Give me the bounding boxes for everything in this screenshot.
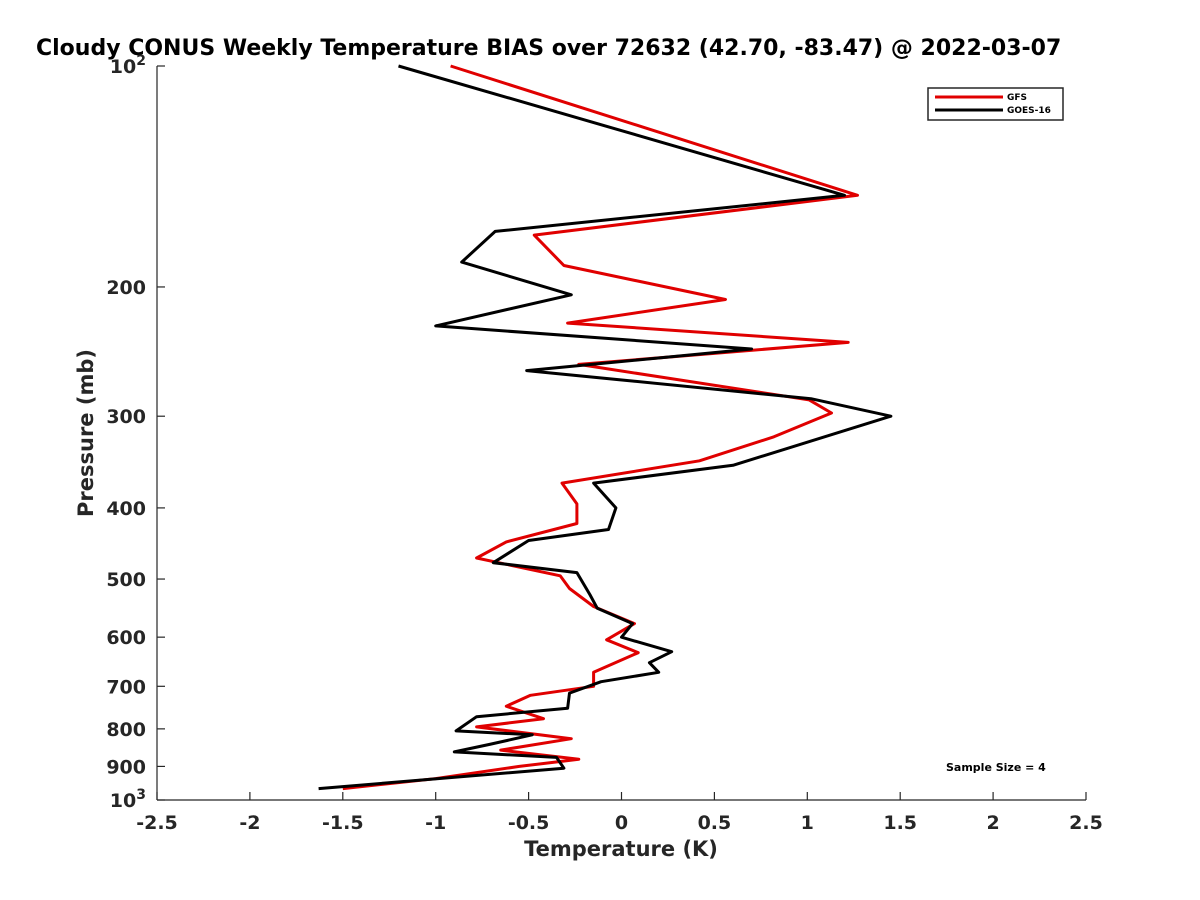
axes — [156, 66, 1086, 801]
legend-box — [927, 87, 1064, 121]
y-tick-label: 700 — [106, 676, 146, 698]
x-tick-label: 2.5 — [1069, 812, 1103, 834]
x-tick-label: 1 — [801, 812, 814, 834]
series-line-gfs — [342, 64, 859, 791]
y-tick-label: 300 — [106, 406, 146, 428]
y-tick-label: 102 — [110, 53, 146, 78]
sample-size-annotation: Sample Size = 4 — [946, 761, 1046, 774]
y-tick-label: 500 — [106, 569, 146, 591]
x-tick-label: -1.5 — [322, 812, 364, 834]
x-tick-label: 0 — [615, 812, 628, 834]
legend-label: GOES-16 — [1007, 106, 1051, 116]
x-ticks: -2.5 -2 -1.5 -1 -0.5 0 0.5 1 1.5 2 2.5 — [136, 792, 1103, 834]
y-tick-label: 103 — [110, 787, 146, 812]
legend-label: GFS — [1007, 93, 1027, 103]
series-line-goes-16 — [318, 64, 893, 791]
y-tick-label: 600 — [106, 627, 146, 649]
y-axis-label: Pressure (mb) — [74, 349, 98, 517]
legend: GFS GOES-16 — [927, 87, 1064, 121]
y-tick-label: 200 — [106, 277, 146, 299]
x-tick-label: -2.5 — [136, 812, 178, 834]
y-tick-label: 400 — [106, 498, 146, 520]
x-tick-label: 2 — [986, 812, 999, 834]
x-tick-label: -2 — [239, 812, 260, 834]
y-tick-label: 800 — [106, 719, 146, 741]
x-axis-label: Temperature (K) — [524, 837, 718, 861]
x-tick-label: -1 — [425, 812, 446, 834]
x-tick-label: 0.5 — [698, 812, 732, 834]
x-tick-label: -0.5 — [508, 812, 550, 834]
x-tick-label: 1.5 — [883, 812, 917, 834]
y-ticks: 102 200 300 400 500 600 700 800 900 103 — [106, 53, 165, 812]
series-lines — [318, 64, 893, 791]
y-tick-label: 900 — [106, 756, 146, 778]
chart-title: Cloudy CONUS Weekly Temperature BIAS ove… — [36, 36, 1061, 61]
